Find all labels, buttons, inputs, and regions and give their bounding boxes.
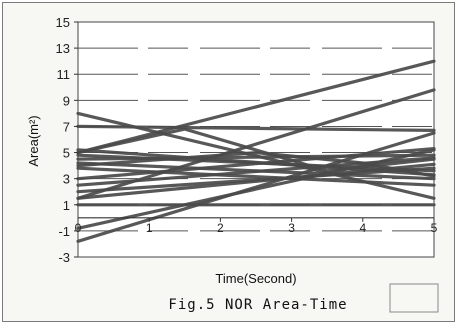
y-axis-title: Area(m²) bbox=[26, 115, 41, 166]
x-axis-title: Time(Second) bbox=[215, 271, 296, 286]
series-line bbox=[76, 153, 436, 161]
series-line bbox=[76, 147, 436, 181]
y-tick-label: 13 bbox=[56, 41, 70, 56]
series-line bbox=[76, 156, 436, 187]
y-tick-label: 3 bbox=[63, 172, 70, 187]
x-tick-label: 5 bbox=[431, 221, 438, 235]
x-tick-label: 0 bbox=[75, 221, 82, 235]
series-line bbox=[76, 59, 436, 155]
series-line bbox=[76, 166, 436, 187]
series-layer bbox=[76, 59, 436, 243]
y-tick-label: 1 bbox=[63, 198, 70, 213]
series-line bbox=[76, 124, 436, 132]
x-tick-label: 2 bbox=[217, 221, 224, 235]
y-tick-label: 7 bbox=[63, 119, 70, 134]
series-line bbox=[76, 151, 436, 178]
series-line bbox=[76, 162, 436, 200]
x-tick-label: 4 bbox=[359, 221, 366, 235]
y-tick-label: 11 bbox=[57, 67, 71, 82]
legend-box bbox=[389, 283, 439, 313]
y-tick-label: 15 bbox=[56, 15, 70, 30]
y-tick-label: 9 bbox=[63, 93, 70, 108]
axes bbox=[74, 21, 435, 258]
x-tick-label: 3 bbox=[288, 221, 295, 235]
y-tick-label: -3 bbox=[58, 250, 70, 265]
y-tick-label: -1 bbox=[58, 224, 70, 239]
series-line bbox=[76, 131, 436, 243]
figure-caption: Fig.5 NOR Area-Time bbox=[168, 297, 347, 313]
x-tick-label: 1 bbox=[146, 221, 153, 235]
y-tick-label: 5 bbox=[63, 146, 70, 161]
